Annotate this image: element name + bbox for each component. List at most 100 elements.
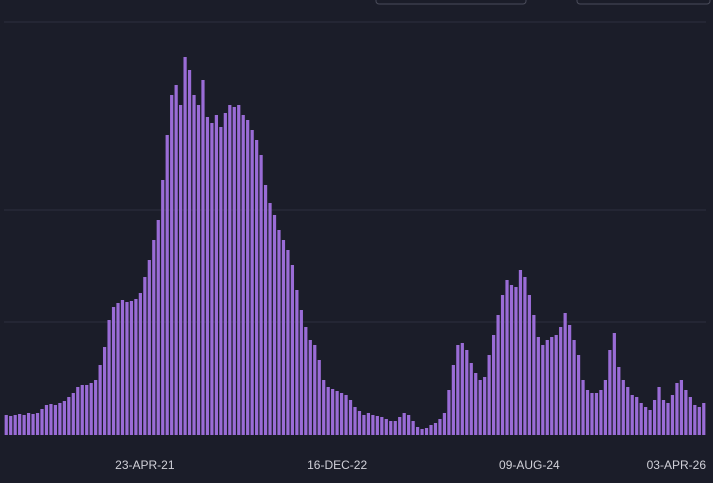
bar [170,95,174,435]
bar [129,301,134,435]
bar [500,295,505,435]
bar [259,155,263,435]
bar [375,416,379,435]
bar [94,380,98,435]
toolbar-button[interactable] [576,0,711,5]
bar [447,390,451,435]
bar [111,307,116,435]
bar [49,404,53,435]
bar [223,113,227,435]
bar [661,400,666,435]
bar [617,367,621,435]
bar [205,117,210,435]
bar [120,300,125,435]
bar [344,395,348,435]
x-tick-label: 03-APR-26 [647,458,707,472]
bar [599,390,603,435]
bar [161,180,165,435]
bar [26,413,31,435]
bar [156,220,160,435]
bar [594,393,599,435]
bar [509,285,514,435]
bar [201,80,205,435]
bar [53,405,58,435]
bar [13,415,17,435]
bar [652,400,657,435]
bar [331,389,335,435]
bar [326,387,330,435]
bar [429,425,433,435]
bar [196,105,201,435]
bar [389,421,393,435]
bar [523,277,527,435]
bar [22,415,26,435]
bar [545,340,549,435]
bar [541,345,545,435]
bar [134,299,138,435]
bar [295,290,299,435]
bar [371,415,375,435]
bar [237,105,241,435]
bar [554,335,558,435]
bar [58,403,62,435]
bar [263,185,268,435]
bar [550,337,554,435]
bar [657,387,661,435]
bar [492,335,496,435]
bar [630,395,634,435]
bar [670,395,675,435]
bar [568,325,572,435]
x-tick-label: 16-DEC-22 [307,458,367,472]
bar [469,363,473,435]
bar [702,403,706,435]
bar [585,390,590,435]
bar [532,315,536,435]
bar [98,365,102,435]
bar [626,387,630,435]
bar [621,380,625,435]
bar [496,315,500,435]
bar [697,407,701,435]
bar [402,413,406,435]
bar [612,333,616,435]
x-tick-label: 09-AUG-24 [499,458,560,472]
bar [559,327,563,435]
bar [76,387,80,435]
bar [590,393,594,435]
bar [420,429,424,435]
bar [89,383,93,435]
bar [339,393,344,435]
bar [442,413,447,435]
bar [290,265,295,435]
bar [317,360,321,435]
bar [40,409,44,435]
bar [487,355,491,435]
bar [384,419,388,435]
bar [9,416,13,435]
bar [478,380,482,435]
bar [451,365,455,435]
bar [313,345,317,435]
bar [362,415,366,435]
bar [465,350,469,435]
bar [31,414,35,435]
bar [433,423,438,435]
bar [460,343,464,435]
bar [183,57,187,435]
bar [232,107,236,435]
toolbar-button[interactable] [375,0,527,5]
bar [393,421,397,435]
bar [71,393,75,435]
bar [353,407,357,435]
bar [424,428,429,435]
bar [250,130,254,435]
bar [581,380,585,435]
bar [483,377,487,435]
bar [536,337,540,435]
bar [635,397,639,435]
bar [241,115,245,435]
bar [187,70,192,435]
bar [308,340,312,435]
bar [684,390,688,435]
bar [398,417,402,435]
